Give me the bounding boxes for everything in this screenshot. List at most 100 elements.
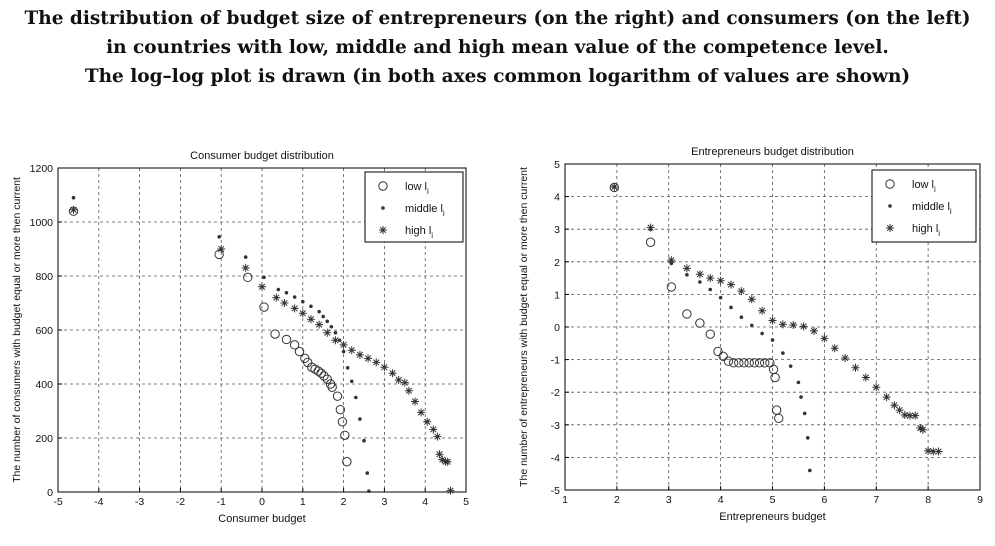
data-point — [301, 299, 305, 304]
data-point — [372, 358, 381, 367]
data-point — [820, 334, 829, 343]
y-tick-label: 200 — [35, 433, 53, 445]
x-tick-label: 1 — [562, 494, 568, 506]
data-point — [716, 276, 725, 285]
data-point — [309, 304, 313, 309]
data-point — [830, 344, 839, 353]
data-point — [760, 331, 764, 336]
series-high — [610, 182, 943, 456]
data-point — [417, 408, 426, 417]
data-point — [685, 273, 689, 277]
y-tick-label: -3 — [551, 420, 560, 432]
data-point — [645, 237, 656, 247]
data-point — [734, 358, 744, 368]
y-tick-label: 1200 — [30, 163, 54, 175]
data-point — [270, 329, 280, 339]
data-point — [747, 295, 756, 304]
legend-marker — [378, 181, 388, 191]
data-point — [319, 371, 329, 381]
x-tick-label: 4 — [718, 494, 724, 506]
data-point — [771, 405, 782, 415]
data-point — [682, 309, 692, 319]
data-point — [890, 401, 899, 410]
x-tick-label: 2 — [341, 496, 347, 508]
y-tick-label: 0 — [554, 322, 560, 334]
x-tick-label: 5 — [770, 494, 776, 506]
y-tick-label: 600 — [35, 325, 53, 337]
x-tick-label: 6 — [821, 494, 827, 506]
data-point — [367, 489, 371, 493]
data-point — [342, 457, 352, 467]
legend-label: low li — [912, 179, 936, 194]
data-point — [337, 417, 348, 427]
legend-label: high li — [912, 223, 940, 238]
data-point — [258, 282, 266, 291]
data-point — [333, 330, 338, 335]
data-point — [365, 471, 370, 475]
data-point — [768, 316, 777, 325]
data-point — [744, 358, 754, 368]
data-point — [781, 351, 785, 355]
data-point — [321, 314, 326, 319]
data-point — [339, 340, 348, 349]
figure-title-line-3: The log–log plot is drawn (in both axes … — [84, 66, 911, 87]
data-point — [323, 328, 332, 337]
data-point — [388, 369, 397, 378]
chart-title: Consumer budget distribution — [190, 150, 334, 162]
data-point — [443, 457, 452, 466]
y-tick-label: -1 — [551, 355, 560, 367]
x-tick-label: 5 — [463, 496, 469, 508]
data-point — [347, 346, 356, 355]
data-point — [315, 320, 324, 329]
data-point — [708, 287, 713, 292]
data-point — [728, 358, 739, 368]
data-point — [713, 346, 723, 357]
x-tick-label: 0 — [259, 496, 265, 508]
data-point — [810, 326, 818, 335]
data-point — [872, 383, 881, 392]
data-point — [298, 309, 307, 318]
data-point — [705, 329, 715, 339]
data-point — [758, 306, 767, 315]
series-high — [69, 205, 455, 495]
data-point — [290, 304, 299, 313]
data-point — [698, 280, 702, 284]
data-point — [364, 354, 373, 363]
data-point — [217, 245, 226, 253]
y-tick-label: -5 — [551, 485, 560, 497]
data-point — [646, 223, 655, 232]
data-point — [754, 358, 765, 368]
series-middle — [612, 185, 812, 473]
data-point — [345, 366, 350, 370]
legend-marker — [381, 206, 385, 210]
data-point — [354, 395, 358, 400]
y-tick-label: 3 — [554, 224, 560, 236]
series-low — [609, 182, 784, 423]
chart-2: 1 2 3 4 5 6 7 8 9 -5 -4 -3 -2 -1 0 1 2 3 4 5 Entrepreneurs b… — [518, 146, 983, 523]
legend-label: low li — [405, 181, 429, 196]
data-point — [423, 417, 432, 426]
data-point — [69, 205, 78, 214]
data-point — [306, 315, 315, 324]
data-point — [340, 430, 350, 440]
data-point — [284, 290, 289, 295]
data-point — [349, 379, 354, 384]
legend-marker — [885, 179, 895, 189]
data-point — [241, 263, 250, 272]
y-tick-label: -2 — [551, 387, 560, 399]
data-point — [905, 411, 914, 420]
y-tick-label: 800 — [35, 271, 53, 283]
data-point — [362, 438, 366, 443]
data-point — [71, 195, 76, 200]
x-tick-label: 7 — [873, 494, 879, 506]
data-point — [788, 364, 793, 368]
data-point — [768, 364, 779, 375]
data-point — [294, 346, 305, 357]
data-point — [313, 366, 324, 376]
data-point — [723, 356, 734, 366]
data-point — [900, 411, 909, 420]
x-tick-label: -5 — [53, 496, 62, 508]
legend: low li middle li high li — [871, 169, 977, 243]
data-point — [243, 272, 253, 283]
